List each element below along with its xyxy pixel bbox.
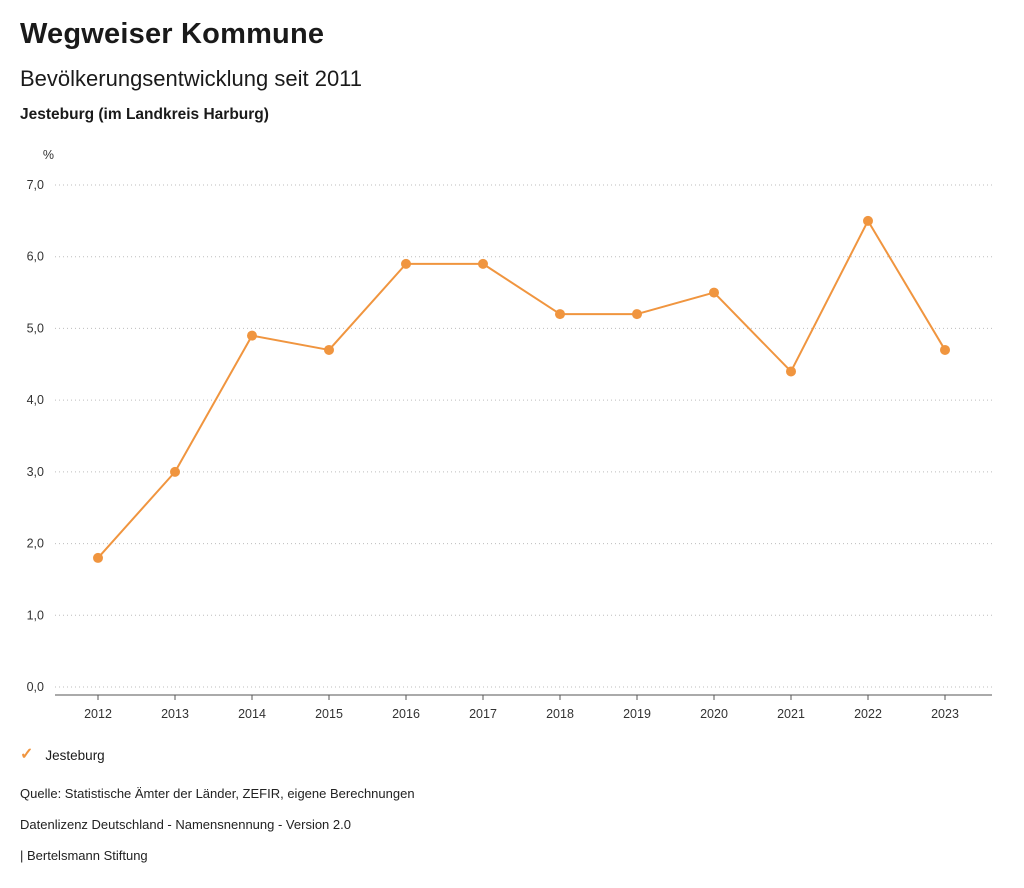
svg-text:0,0: 0,0 [27,680,44,694]
svg-text:1,0: 1,0 [27,608,44,622]
line-chart: % 0,0 1,0 2,0 3,0 4,0 5,0 6,0 7,0 2012 2013 2014 201… [27,148,992,721]
check-icon: ✓ [20,746,34,763]
svg-text:5,0: 5,0 [27,321,44,335]
license-text: Datenlizenz Deutschland - Namensnennung … [20,817,351,832]
svg-text:3,0: 3,0 [27,465,44,479]
page-title: Wegweiser Kommune [20,18,325,50]
legend-label: Jesteburg [45,747,105,763]
svg-text:2022: 2022 [854,707,882,721]
svg-text:2014: 2014 [238,707,266,721]
svg-text:7,0: 7,0 [27,178,44,192]
chart-area: % 0,0 1,0 2,0 3,0 4,0 5,0 6,0 7,0 2012 2013 2014 201… [0,140,1024,740]
svg-text:2015: 2015 [315,707,343,721]
attribution-text: | Bertelsmann Stiftung [20,848,148,863]
svg-text:2021: 2021 [777,707,805,721]
svg-text:2019: 2019 [623,707,651,721]
svg-text:2016: 2016 [392,707,420,721]
chart-subtitle: Bevölkerungsentwicklung seit 2011 [20,66,363,91]
svg-text:2018: 2018 [546,707,574,721]
svg-text:2013: 2013 [161,707,189,721]
svg-text:2023: 2023 [931,707,959,721]
svg-text:4,0: 4,0 [27,393,44,407]
svg-text:2020: 2020 [700,707,728,721]
chart-location: Jesteburg (im Landkreis Harburg) [20,106,269,123]
svg-text:2012: 2012 [84,707,112,721]
source-text: Quelle: Statistische Ämter der Länder, Z… [20,786,415,801]
legend-item-jesteburg[interactable]: ✓ Jesteburg [20,744,105,766]
svg-text:6,0: 6,0 [27,250,44,264]
svg-text:%: % [43,148,54,162]
svg-text:2017: 2017 [469,707,497,721]
svg-text:2,0: 2,0 [27,537,44,551]
